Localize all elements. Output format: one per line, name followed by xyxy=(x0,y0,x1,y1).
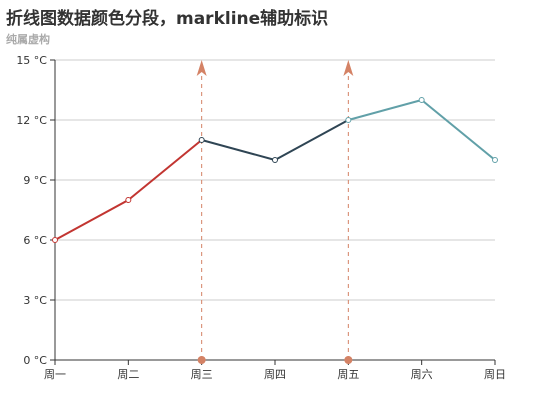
data-point xyxy=(272,157,278,163)
data-points xyxy=(52,97,498,243)
chart-subtitle: 纯属虚构 xyxy=(6,33,50,46)
grid-lines xyxy=(55,59,495,301)
data-point xyxy=(125,197,132,203)
y-tick-label: 12 °C xyxy=(16,114,47,127)
series-segment xyxy=(348,99,496,161)
series-segment xyxy=(201,119,349,161)
data-point xyxy=(492,157,498,163)
y-tick-label: 3 °C xyxy=(23,294,47,307)
y-tick-label: 9 °C xyxy=(23,174,47,187)
y-tick-label: 0 °C xyxy=(23,354,47,367)
tick-labels: 0 °C 3 °C 6 °C 9 °C 12 °C 15 °C 周一 周二 周三 周四 周五 周六 周日 xyxy=(16,54,506,381)
y-tick-label: 15 °C xyxy=(16,54,47,67)
x-tick-label: 周二 xyxy=(117,368,139,381)
data-point xyxy=(198,137,205,143)
markline-dot xyxy=(197,356,206,364)
x-tick-label: 周三 xyxy=(191,368,213,381)
data-point xyxy=(418,97,425,103)
marklines xyxy=(196,60,354,364)
markline-arrow xyxy=(343,60,354,76)
x-tick-label: 周五 xyxy=(337,368,359,381)
series-line xyxy=(54,99,496,241)
x-tick-label: 周一 xyxy=(44,368,66,381)
x-tick-label: 周四 xyxy=(264,368,286,381)
series-segment xyxy=(54,139,203,241)
data-point xyxy=(52,237,58,243)
data-point xyxy=(345,117,352,123)
y-tick-label: 6 °C xyxy=(23,234,47,247)
x-tick-label: 周六 xyxy=(411,368,433,381)
markline-arrow xyxy=(196,60,207,76)
chart-title: 折线图数据颜色分段，markline辅助标识 xyxy=(6,9,329,29)
markline-dot xyxy=(344,356,353,364)
x-tick-label: 周日 xyxy=(484,368,506,381)
